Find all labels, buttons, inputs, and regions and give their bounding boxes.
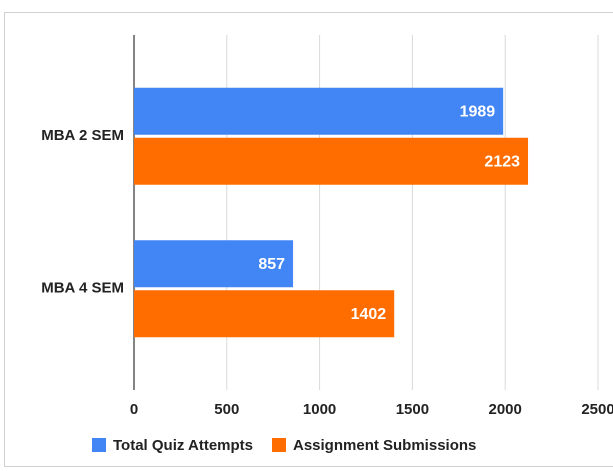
data-label: 2123: [484, 153, 520, 170]
category-label: MBA 4 SEM: [41, 280, 124, 297]
chart-border: [4, 12, 613, 467]
bar: [134, 137, 529, 185]
x-tick-label: 1000: [303, 401, 336, 418]
bar: [134, 87, 504, 135]
legend-swatch: [272, 438, 286, 452]
data-label: 1989: [460, 103, 496, 120]
x-tick-label: 1500: [396, 401, 429, 418]
data-label: 1402: [351, 306, 387, 323]
x-tick-label: 0: [130, 401, 138, 418]
x-tick-label: 500: [214, 401, 239, 418]
legend-swatch: [92, 438, 106, 452]
category-label: MBA 2 SEM: [41, 127, 124, 144]
x-tick-label: 2000: [489, 401, 522, 418]
legend-label: Total Quiz Attempts: [113, 437, 253, 454]
data-label: 857: [258, 256, 285, 273]
x-tick-label: 2500: [581, 401, 613, 418]
legend-label: Assignment Submissions: [293, 437, 476, 454]
bar: [134, 290, 395, 338]
bar: [134, 240, 294, 288]
